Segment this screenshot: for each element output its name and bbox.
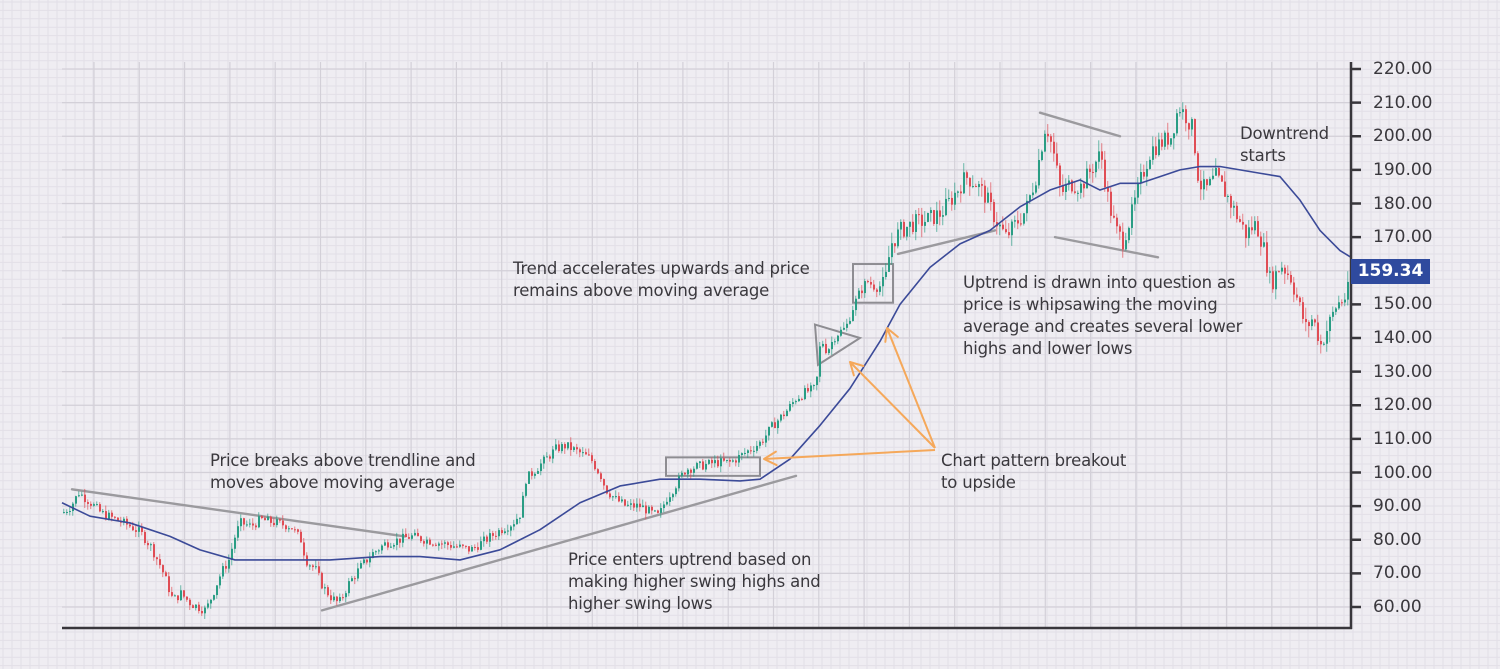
- y-tick-label: 200.00: [1373, 126, 1433, 147]
- annotation-trend-accelerates: Trend accelerates upwards and price rema…: [513, 259, 810, 300]
- y-tick-label: 170.00: [1373, 227, 1433, 248]
- arrow-to-flag: [884, 327, 936, 449]
- last-price-badge: 159.34: [1351, 258, 1430, 284]
- y-tick-label: 60.00: [1373, 597, 1422, 617]
- y-tick-label: 210.00: [1373, 92, 1433, 113]
- major-grid: [62, 62, 1351, 628]
- annotation-trendline-break: Price breaks above trendline and moves a…: [210, 451, 476, 492]
- channel-top: [1038, 111, 1122, 138]
- y-tick-label: 70.00: [1373, 563, 1422, 584]
- support-line-top-left: [896, 229, 997, 256]
- channel-bottom: [1053, 235, 1160, 259]
- y-tick-label: 140.00: [1373, 328, 1433, 348]
- chart-patterns: [665, 263, 894, 477]
- arrow-to-triangle: [849, 361, 936, 449]
- arrow-to-rectangle: [763, 449, 936, 467]
- flag-box: [852, 263, 894, 304]
- y-tick-label: 180.00: [1373, 193, 1433, 214]
- y-tick-label: 150.00: [1373, 294, 1433, 315]
- annotation-whipsaw: Uptrend is drawn into question as price …: [963, 273, 1243, 358]
- annotation-arrows: [763, 327, 936, 467]
- y-tick-label: 100.00: [1373, 462, 1433, 483]
- rectangle-consolidation: [665, 456, 761, 477]
- y-tick-label: 130.00: [1373, 361, 1433, 382]
- triangle-pennant: [813, 323, 863, 367]
- descending-trendline: [70, 488, 407, 538]
- annotation-uptrend-entry: Price enters uptrend based on making hig…: [568, 550, 821, 613]
- y-tick-label: 220.00: [1373, 59, 1433, 79]
- y-tick-label: 80.00: [1373, 529, 1422, 550]
- moving-average-line: [61, 165, 1352, 561]
- annotation-downtrend: Downtrend starts: [1240, 124, 1329, 165]
- y-tick-label: 120.00: [1373, 395, 1433, 416]
- y-tick-label: 190.00: [1373, 159, 1433, 180]
- y-tick-label: 110.00: [1373, 428, 1433, 449]
- candlesticks: [63, 102, 1349, 619]
- axes: [62, 62, 1361, 630]
- ascending-trendline: [320, 474, 798, 612]
- trendlines: [70, 111, 1160, 612]
- y-tick-label: 90.00: [1373, 496, 1422, 517]
- annotation-breakout: Chart pattern breakout to upside: [941, 451, 1127, 492]
